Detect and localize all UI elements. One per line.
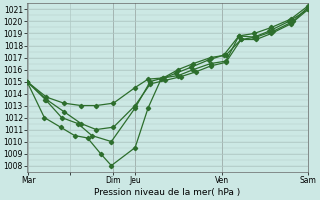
X-axis label: Pression niveau de la mer( hPa ): Pression niveau de la mer( hPa ) [94,188,241,197]
